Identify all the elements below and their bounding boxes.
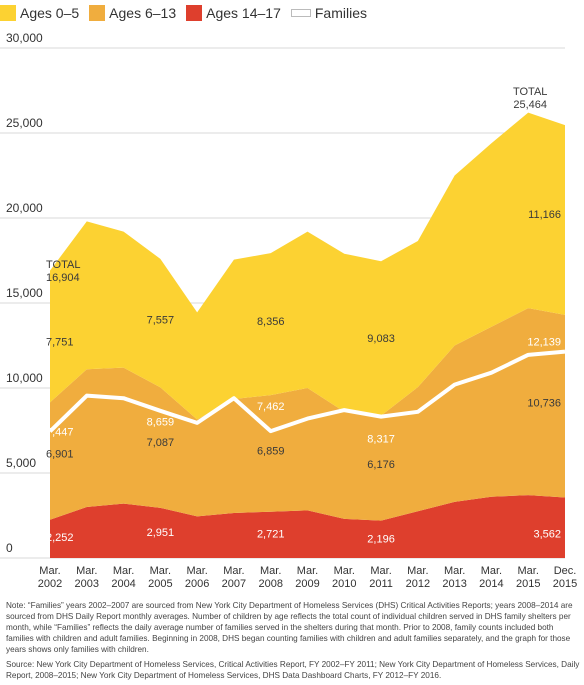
x-tick-label: 2011 xyxy=(369,578,393,590)
total-2015-value: 25,464 xyxy=(513,99,547,111)
area-series-2 xyxy=(50,112,565,420)
legend-swatch-ages-6-13 xyxy=(89,5,106,21)
x-tick-label: Mar. xyxy=(260,565,281,577)
data-label: 8,659 xyxy=(147,416,175,428)
families-line xyxy=(48,349,566,434)
x-tick-label: Mar. xyxy=(76,565,97,577)
data-label: 10,736 xyxy=(527,398,561,410)
note-text: Note: “Families” years 2002–2007 are sou… xyxy=(6,601,573,655)
x-tick-label: Mar. xyxy=(518,565,539,577)
data-label: 6,859 xyxy=(257,445,285,457)
legend-label-ages-14-17: Ages 14–17 xyxy=(206,5,281,21)
x-tick-label: 2013 xyxy=(442,578,466,590)
x-tick-label: Mar. xyxy=(297,565,318,577)
x-tick-label: Dec. xyxy=(554,565,577,577)
legend-item-ages-14-17: Ages 14–17 xyxy=(186,5,281,21)
total-2002-label: TOTAL xyxy=(46,259,80,271)
legend: Ages 0–5 Ages 6–13 Ages 14–17 Families xyxy=(0,3,377,23)
x-tick-label: 2012 xyxy=(406,578,430,590)
data-label: 6,901 xyxy=(46,449,74,461)
legend-swatch-ages-14-17 xyxy=(186,5,203,21)
x-tick-label: Mar. xyxy=(334,565,355,577)
x-tick-label: 2008 xyxy=(258,578,282,590)
data-label: 2,252 xyxy=(46,532,74,544)
y-tick-label: 5,000 xyxy=(6,456,36,470)
data-label: 8,356 xyxy=(257,316,285,328)
data-label: 3,562 xyxy=(533,529,561,541)
x-tick-label: Mar. xyxy=(186,565,207,577)
y-tick-label: 0 xyxy=(6,541,13,555)
y-tick-label: 10,000 xyxy=(6,371,43,385)
x-tick-label: 2010 xyxy=(332,578,356,590)
x-tick-label: Mar. xyxy=(150,565,171,577)
x-tick-label: 2002 xyxy=(38,578,62,590)
legend-label-families: Families xyxy=(314,5,367,21)
x-tick-label: Mar. xyxy=(370,565,391,577)
x-tick-label: 2014 xyxy=(479,578,503,590)
x-tick-label: 2006 xyxy=(185,578,209,590)
x-tick-label: 2015 xyxy=(516,578,540,590)
y-tick-label: 25,000 xyxy=(6,116,43,130)
total-2015-label: TOTAL xyxy=(513,86,547,98)
y-tick-label: 30,000 xyxy=(6,31,43,45)
data-label: 7,557 xyxy=(147,314,175,326)
data-label: 6,176 xyxy=(367,459,395,471)
data-label: 2,196 xyxy=(367,534,395,546)
data-label: 11,166 xyxy=(528,209,561,221)
legend-line-families xyxy=(290,9,311,17)
data-label: 7,087 xyxy=(147,437,175,449)
x-tick-label: Mar. xyxy=(481,565,502,577)
x-tick-label: Mar. xyxy=(113,565,134,577)
legend-item-ages-0-5: Ages 0–5 xyxy=(0,5,79,21)
x-tick-label: 2015 xyxy=(553,578,577,590)
legend-swatch-ages-0-5 xyxy=(0,5,16,21)
x-tick-label: 2004 xyxy=(111,578,135,590)
x-tick-label: 2009 xyxy=(295,578,319,590)
x-tick-label: Mar. xyxy=(444,565,465,577)
data-label: 2,721 xyxy=(257,529,285,541)
x-tick-label: 2005 xyxy=(148,578,172,590)
chart-notes: Note: “Families” years 2002–2007 are sou… xyxy=(6,600,580,685)
data-label: 7,447 xyxy=(46,427,74,439)
legend-item-families: Families xyxy=(290,5,367,21)
legend-label-ages-0-5: Ages 0–5 xyxy=(20,5,80,21)
total-2002-value: 16,904 xyxy=(46,272,80,284)
source-text: Source: New York City Department of Home… xyxy=(6,660,580,681)
x-tick-label: Mar. xyxy=(407,565,428,577)
y-tick-label: 15,000 xyxy=(6,286,43,300)
data-label: 7,751 xyxy=(46,337,74,349)
y-tick-label: 20,000 xyxy=(6,201,43,215)
legend-label-ages-6-13: Ages 6–13 xyxy=(109,5,177,21)
area-chart: 0 5,000 10,000 15,000 20,000 25,000 30,000 7,75… xyxy=(0,31,577,590)
x-tick-label: Mar. xyxy=(39,565,60,577)
area-series-1 xyxy=(50,308,565,521)
x-tick-label: Mar. xyxy=(223,565,244,577)
legend-item-ages-6-13: Ages 6–13 xyxy=(89,5,176,21)
x-tick-label: 2007 xyxy=(222,578,246,590)
data-label: 12,139 xyxy=(527,337,561,349)
data-label: 9,083 xyxy=(367,333,395,345)
x-tick-label: 2003 xyxy=(75,578,99,590)
area-series-0 xyxy=(50,495,565,558)
data-label: 2,951 xyxy=(147,527,175,539)
data-label: 8,317 xyxy=(367,433,395,445)
data-label: 7,462 xyxy=(257,401,285,413)
